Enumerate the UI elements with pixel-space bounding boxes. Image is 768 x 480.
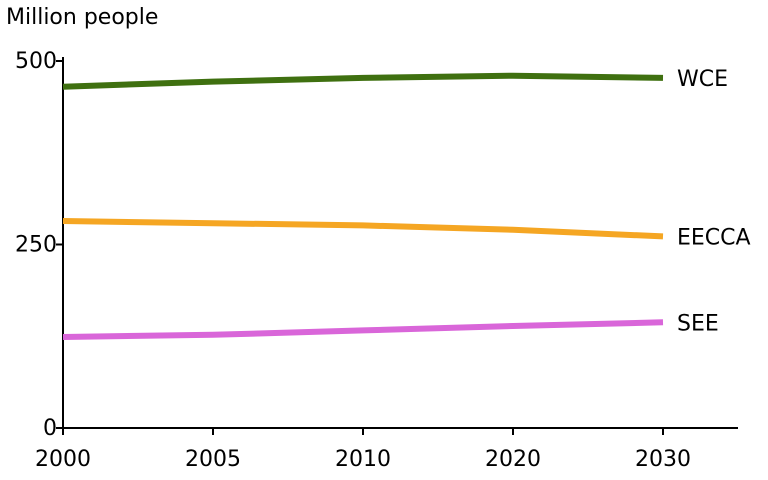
x-tick-label: 2030 <box>635 447 691 472</box>
series-label-eecca: EECCA <box>677 225 751 250</box>
y-axis-title: Million people <box>6 5 158 30</box>
x-tick-label: 2000 <box>35 447 91 472</box>
axes <box>62 57 738 429</box>
series-lines <box>62 72 664 340</box>
series-label-see: SEE <box>677 311 719 336</box>
x-tick-label: 2020 <box>485 447 541 472</box>
x-tick-label: 2005 <box>185 447 241 472</box>
series-line-see <box>62 319 664 340</box>
y-tick-label: 250 <box>15 233 57 258</box>
x-tick-labels: 2000 2005 2010 2020 2030 <box>35 428 691 472</box>
y-tick-labels: 0 250 500 <box>15 49 63 441</box>
series-line-eecca <box>62 218 664 240</box>
y-tick-label: 0 <box>43 416 57 441</box>
series-label-wce: WCE <box>677 67 728 92</box>
x-tick-label: 2010 <box>335 447 391 472</box>
series-labels: WCE EECCA SEE <box>677 67 751 336</box>
y-tick-label: 500 <box>15 49 57 74</box>
series-line-wce <box>62 72 664 90</box>
